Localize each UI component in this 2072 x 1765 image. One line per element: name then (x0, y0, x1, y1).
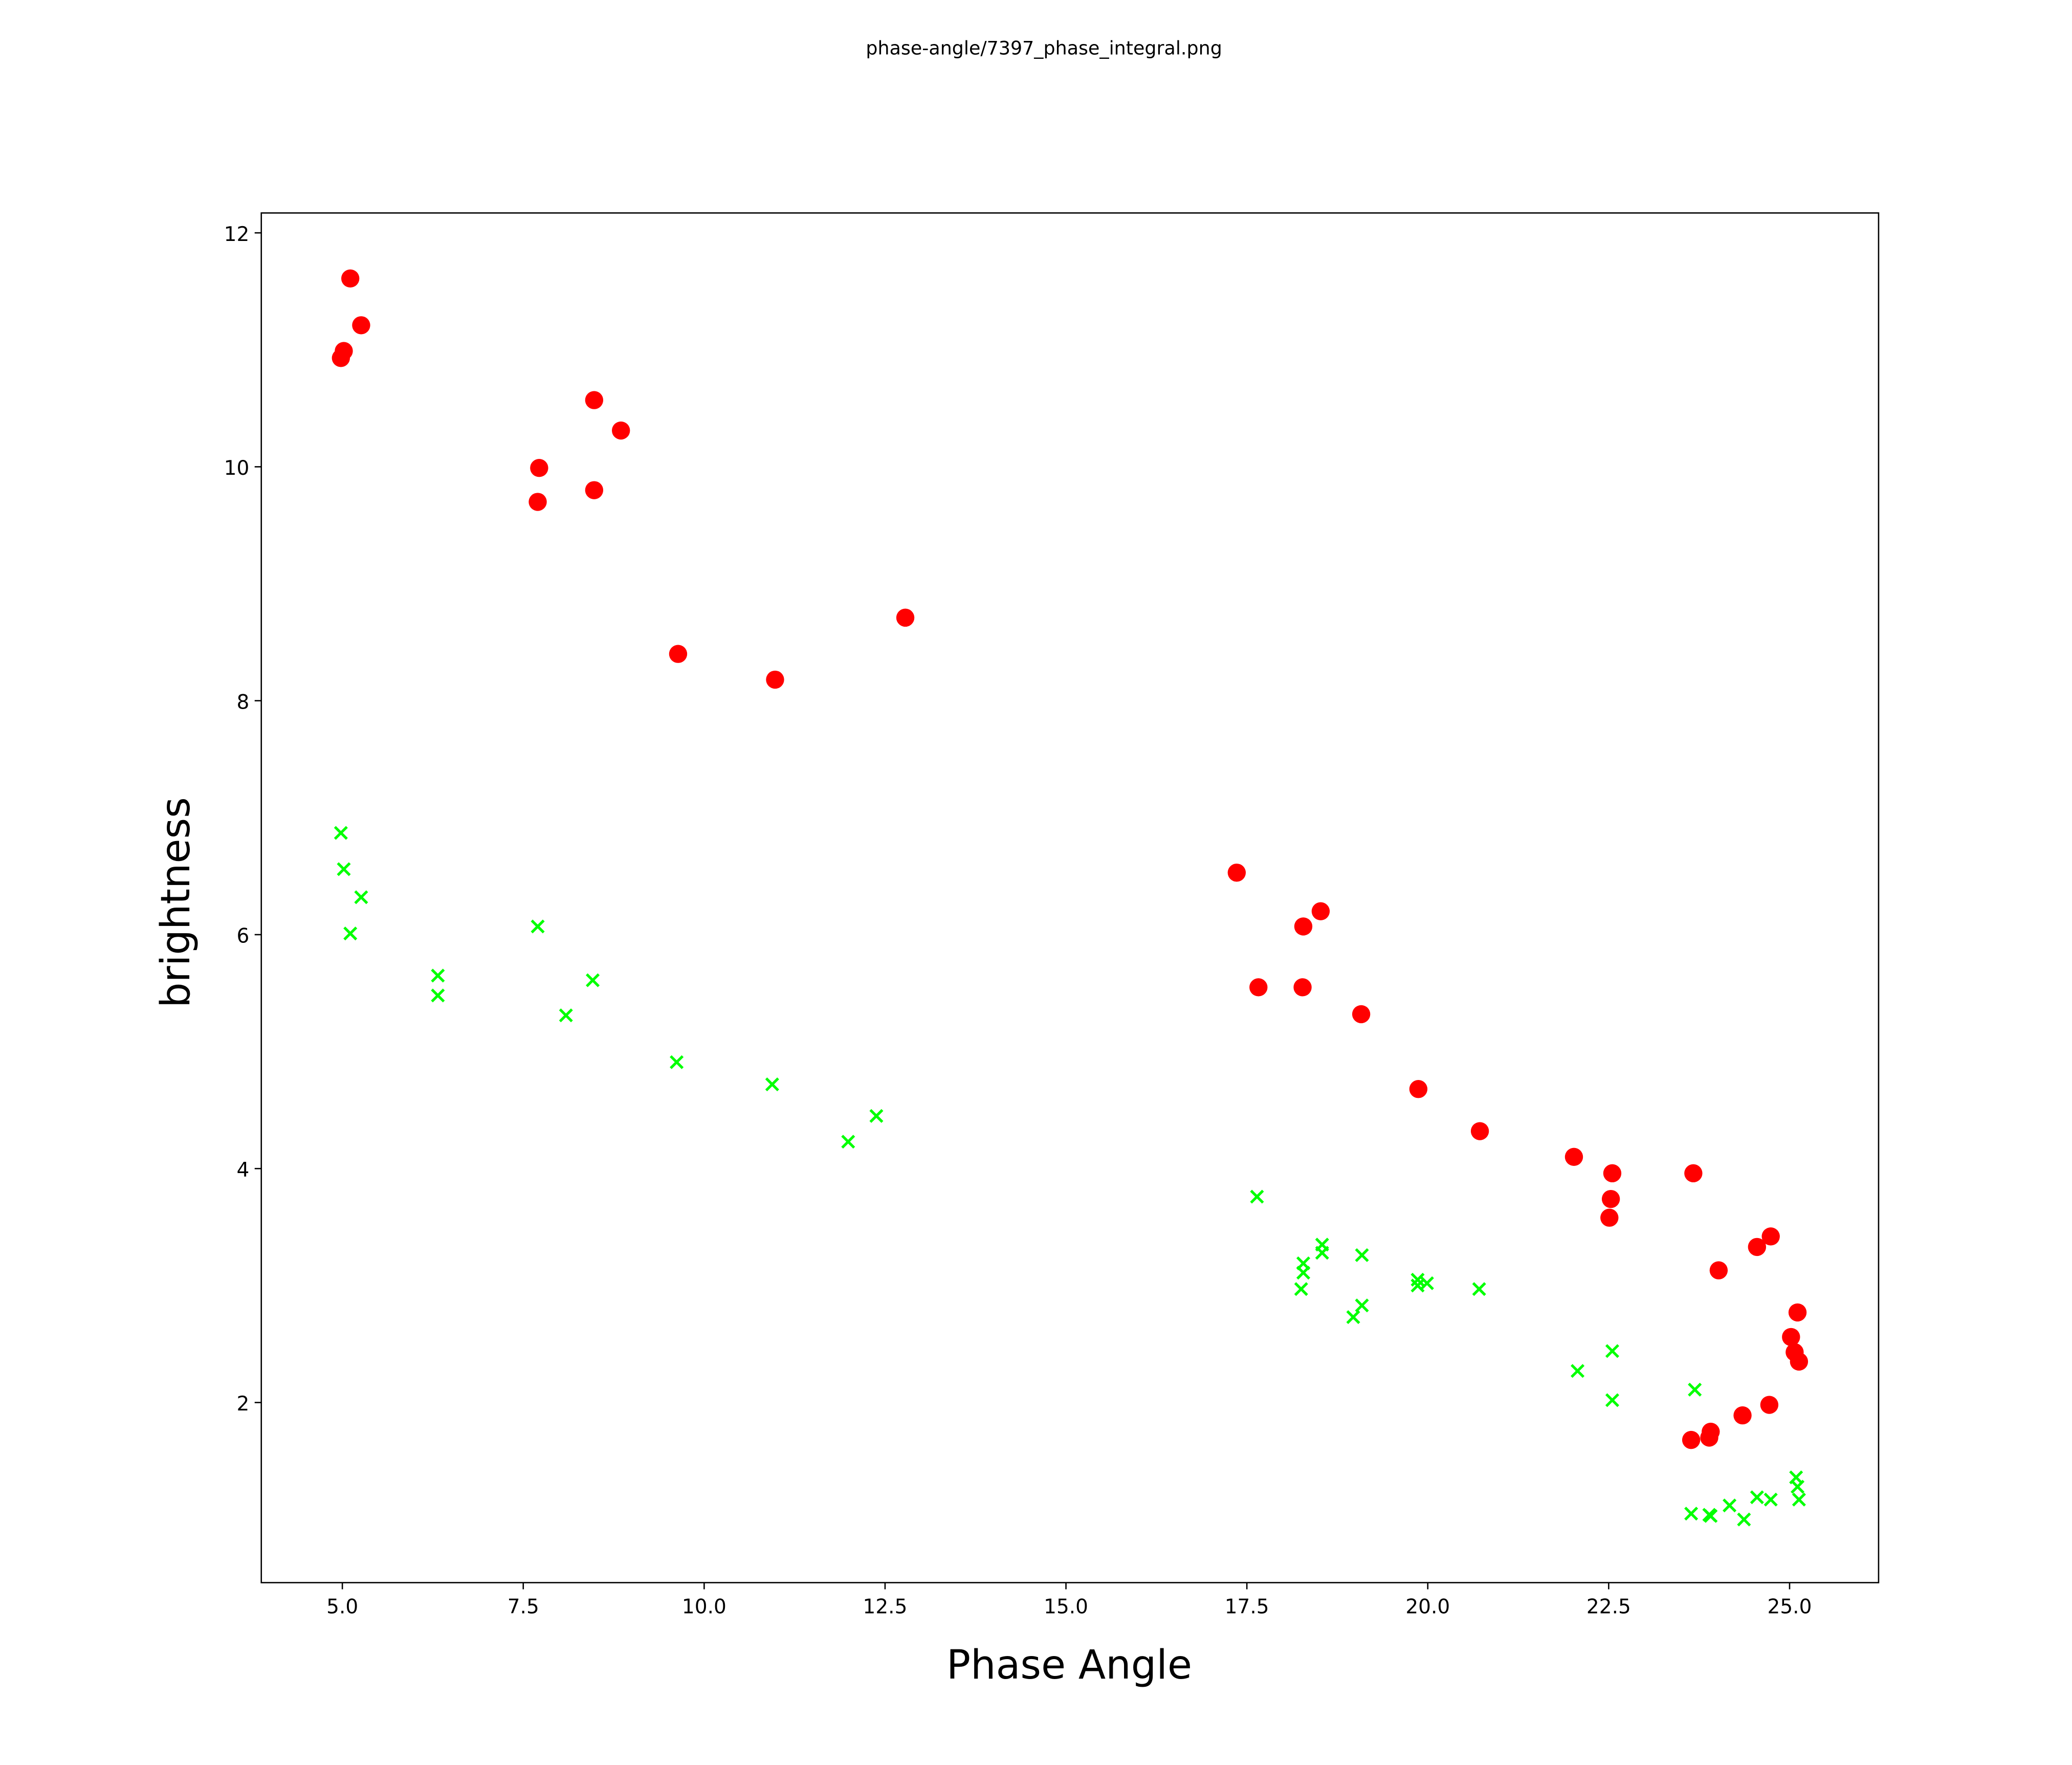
data-point-circle (896, 608, 915, 627)
data-point-circle (332, 349, 350, 367)
data-point-circle (1249, 978, 1268, 997)
data-point-cross (1355, 1298, 1369, 1313)
data-point-circle (1748, 1238, 1767, 1256)
data-point-cross (1410, 1272, 1425, 1287)
data-point-cross (1792, 1492, 1806, 1507)
data-point-circle (530, 459, 548, 477)
data-point-cross (334, 826, 348, 840)
plot-frame (260, 212, 1880, 1583)
data-point-circle (1311, 902, 1330, 920)
x-tick-label: 7.5 (508, 1595, 539, 1618)
data-point-cross (531, 919, 545, 934)
data-point-circle (1293, 978, 1312, 997)
data-point-cross (869, 1109, 884, 1123)
data-point-cross (1684, 1507, 1699, 1521)
data-point-circle (1294, 917, 1313, 936)
data-point-circle (1790, 1352, 1809, 1371)
y-tick-label: 8 (237, 691, 250, 714)
data-point-cross (431, 988, 445, 1003)
data-point-cross (1315, 1246, 1329, 1260)
data-point-circle (1733, 1406, 1752, 1425)
x-tick-label: 12.5 (863, 1595, 908, 1618)
data-point-cross (1750, 1490, 1764, 1505)
data-point-circle (1409, 1080, 1428, 1098)
x-tick-label: 5.0 (326, 1595, 358, 1618)
data-point-circle (766, 670, 784, 689)
x-tick-label: 17.5 (1225, 1595, 1269, 1618)
x-tick-label: 10.0 (682, 1595, 726, 1618)
x-axis-ticks: 5.0 7.5 10.0 12.5 15.0 17.5 20.0 22.5 25.0 (326, 1582, 1812, 1618)
y-axis-ticks: 2 4 6 8 10 12 (224, 223, 261, 1416)
data-point-cross (1688, 1382, 1702, 1397)
data-point-circle (1682, 1430, 1701, 1449)
data-point-cross (1605, 1393, 1620, 1407)
y-tick-label: 6 (237, 925, 250, 948)
x-tick-label: 20.0 (1405, 1595, 1450, 1618)
data-point-cross (670, 1055, 684, 1069)
data-point-circle (1227, 864, 1246, 882)
data-point-circle (612, 421, 630, 440)
data-point-cross (1702, 1508, 1716, 1522)
data-point-circle (1700, 1428, 1718, 1447)
data-point-circle (528, 493, 547, 511)
y-axis-label: brightness (153, 797, 199, 1008)
data-point-cross (1355, 1248, 1369, 1262)
series-red-circles (332, 269, 1809, 1449)
data-point-cross (1420, 1276, 1434, 1290)
data-point-circle (1761, 1227, 1780, 1246)
x-axis-label: Phase Angle (946, 1642, 1192, 1688)
data-point-cross (1472, 1282, 1486, 1296)
data-point-circle (1603, 1164, 1622, 1183)
data-point-circle (1709, 1261, 1728, 1279)
data-point-circle (1788, 1303, 1807, 1322)
data-point-cross (1723, 1498, 1737, 1513)
data-point-circle (1600, 1208, 1619, 1227)
x-tick-label: 22.5 (1586, 1595, 1631, 1618)
data-point-circle (1782, 1328, 1800, 1347)
data-point-cross (1346, 1310, 1360, 1325)
y-tick-label: 4 (237, 1159, 250, 1182)
x-tick-label: 25.0 (1768, 1595, 1812, 1618)
data-point-cross (1737, 1512, 1751, 1527)
data-point-circle (585, 481, 604, 499)
y-tick-label: 2 (237, 1393, 250, 1416)
data-point-cross (1294, 1282, 1308, 1296)
data-point-cross (337, 862, 351, 876)
data-point-cross (354, 890, 368, 904)
data-point-cross (585, 973, 600, 987)
data-point-circle (585, 391, 604, 409)
data-point-cross (765, 1077, 779, 1092)
data-point-cross (431, 968, 445, 983)
data-point-cross (1296, 1266, 1311, 1280)
data-point-circle (669, 645, 688, 663)
chart-title: phase-angle/7397_phase_integral.png (866, 37, 1222, 59)
data-point-cross (1250, 1189, 1264, 1204)
data-point-circle (1684, 1164, 1703, 1183)
data-point-circle (1352, 1005, 1371, 1024)
data-point-cross (1764, 1492, 1778, 1507)
y-tick-label: 10 (224, 457, 250, 480)
data-point-circle (1470, 1122, 1489, 1140)
data-point-circle (1601, 1189, 1620, 1208)
data-point-cross (559, 1008, 573, 1023)
data-point-circle (1760, 1396, 1779, 1414)
data-points (332, 269, 1809, 1527)
data-point-cross (1605, 1344, 1620, 1358)
data-point-cross (1790, 1480, 1805, 1494)
data-point-cross (343, 926, 358, 941)
x-tick-label: 15.0 (1044, 1595, 1088, 1618)
data-point-circle (341, 269, 360, 288)
y-tick-label: 12 (224, 223, 250, 246)
data-point-cross (1570, 1364, 1585, 1378)
data-point-circle (1564, 1148, 1583, 1166)
series-green-crosses (334, 826, 1806, 1527)
data-point-cross (841, 1135, 855, 1149)
data-point-circle (352, 316, 370, 335)
